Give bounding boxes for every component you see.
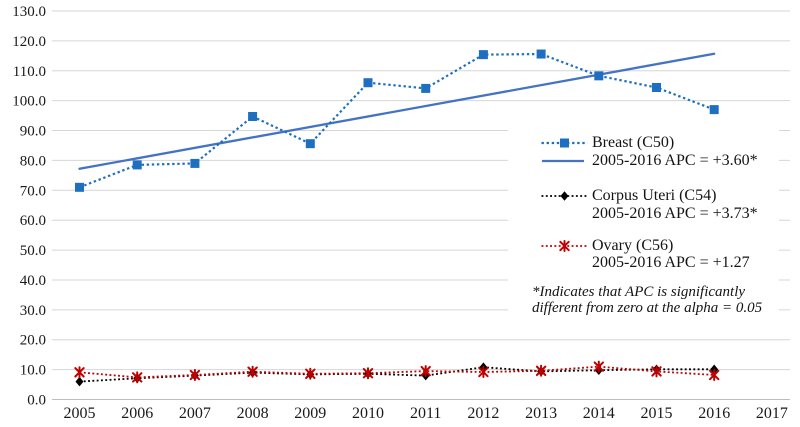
series-marker-0 bbox=[305, 139, 315, 149]
x-tick-label: 2006 bbox=[121, 405, 153, 422]
legend-row-ovary: Ovary (C56) bbox=[541, 237, 673, 255]
legend-label-corpus-uteri: Corpus Uteri (C54) bbox=[592, 187, 717, 204]
swatch-marker bbox=[559, 240, 570, 252]
series-marker-2 bbox=[420, 365, 431, 378]
x-tick-label: 2011 bbox=[410, 405, 441, 422]
y-tick-label: 50.0 bbox=[20, 243, 46, 259]
series-marker-2 bbox=[478, 366, 489, 379]
legend-label-breast: Breast (C50) bbox=[592, 134, 675, 151]
series-marker-0 bbox=[421, 83, 431, 93]
series-marker-0 bbox=[594, 71, 604, 81]
breast-series-swatch bbox=[541, 138, 588, 148]
series-marker-2 bbox=[593, 360, 604, 373]
series-marker-1 bbox=[75, 376, 84, 387]
legend-label-ovary-apc: 2005-2016 APC = +1.27 bbox=[592, 254, 750, 271]
y-tick-label: 80.0 bbox=[20, 153, 46, 169]
swatch-marker bbox=[560, 191, 569, 201]
legend-row-corpus-uteri: Corpus Uteri (C54) bbox=[541, 187, 716, 205]
x-tick-label: 2007 bbox=[179, 405, 211, 422]
series-marker-2 bbox=[709, 368, 720, 381]
series-marker-2 bbox=[189, 368, 201, 381]
y-tick-label: 130.0 bbox=[12, 4, 46, 20]
x-tick-label: 2012 bbox=[467, 405, 499, 422]
legend-label-ovary: Ovary (C56) bbox=[592, 237, 674, 254]
y-tick-label: 40.0 bbox=[20, 273, 46, 289]
footnote-line-1: *Indicates that APC is significantly bbox=[532, 284, 746, 300]
legend: Breast (C50) 2005-2016 APC = +3.60* Corp… bbox=[508, 124, 779, 330]
legend-row-ovary-apc: 2005-2016 APC = +1.27 bbox=[592, 254, 750, 272]
swatch-marker bbox=[560, 138, 569, 148]
x-tick-label: 2016 bbox=[698, 405, 730, 422]
series-marker-2 bbox=[247, 365, 258, 378]
series-line-1 bbox=[79, 366, 715, 383]
legend-row-corpus-uteri-apc: 2005-2016 APC = +3.73* bbox=[592, 205, 758, 223]
y-tick-label: 30.0 bbox=[20, 303, 46, 319]
series-marker-0 bbox=[536, 49, 546, 59]
series-line-2 bbox=[79, 365, 715, 379]
series-marker-0 bbox=[478, 50, 488, 60]
series-marker-0 bbox=[709, 105, 719, 115]
x-tick-label: 2017 bbox=[756, 405, 788, 422]
y-tick-label: 110.0 bbox=[13, 64, 46, 80]
breast-trend-line bbox=[78, 52, 716, 170]
legend-row-breast-apc: 2005-2016 APC = +3.60* bbox=[541, 152, 758, 170]
legend-footnote: *Indicates that APC is significantly dif… bbox=[532, 284, 777, 316]
x-tick-label: 2010 bbox=[352, 405, 384, 422]
y-tick-label: 0.0 bbox=[27, 393, 46, 409]
series-marker-0 bbox=[248, 111, 258, 121]
ovary-series-swatch bbox=[541, 240, 588, 252]
series-marker-2 bbox=[74, 366, 85, 379]
x-tick-label: 2013 bbox=[525, 405, 557, 422]
x-tick-label: 2014 bbox=[583, 405, 615, 422]
series-marker-0 bbox=[132, 160, 142, 170]
series-marker-0 bbox=[363, 78, 373, 88]
legend-label-corpus-uteri-apc: 2005-2016 APC = +3.73* bbox=[592, 205, 758, 222]
trend-line-swatch bbox=[542, 159, 584, 163]
legend-label-breast-apc: 2005-2016 APC = +3.60* bbox=[592, 152, 758, 169]
series-marker-0 bbox=[75, 182, 84, 192]
y-tick-label: 60.0 bbox=[20, 213, 46, 229]
y-tick-label: 120.0 bbox=[12, 34, 46, 50]
series-marker-2 bbox=[362, 367, 374, 380]
y-tick-label: 100.0 bbox=[12, 94, 46, 110]
series-marker-2 bbox=[651, 365, 662, 378]
x-tick-label: 2008 bbox=[237, 405, 269, 422]
y-tick-label: 20.0 bbox=[20, 333, 46, 349]
y-tick-label: 90.0 bbox=[20, 124, 46, 140]
y-tick-label: 70.0 bbox=[20, 183, 46, 199]
footnote-line-2: different from zero at the alpha = 0.05 bbox=[532, 300, 763, 316]
x-tick-label: 2015 bbox=[641, 405, 673, 422]
series-marker-0 bbox=[652, 83, 661, 93]
y-tick-label: 10.0 bbox=[20, 363, 46, 379]
series-marker-2 bbox=[305, 367, 316, 380]
x-tick-label: 2009 bbox=[294, 405, 326, 422]
series-marker-2 bbox=[132, 371, 143, 384]
corpus-uteri-series-swatch bbox=[541, 191, 588, 201]
legend-row-breast: Breast (C50) bbox=[541, 134, 674, 152]
series-marker-2 bbox=[535, 364, 547, 377]
series-marker-0 bbox=[190, 158, 200, 168]
x-tick-label: 2005 bbox=[64, 405, 96, 422]
